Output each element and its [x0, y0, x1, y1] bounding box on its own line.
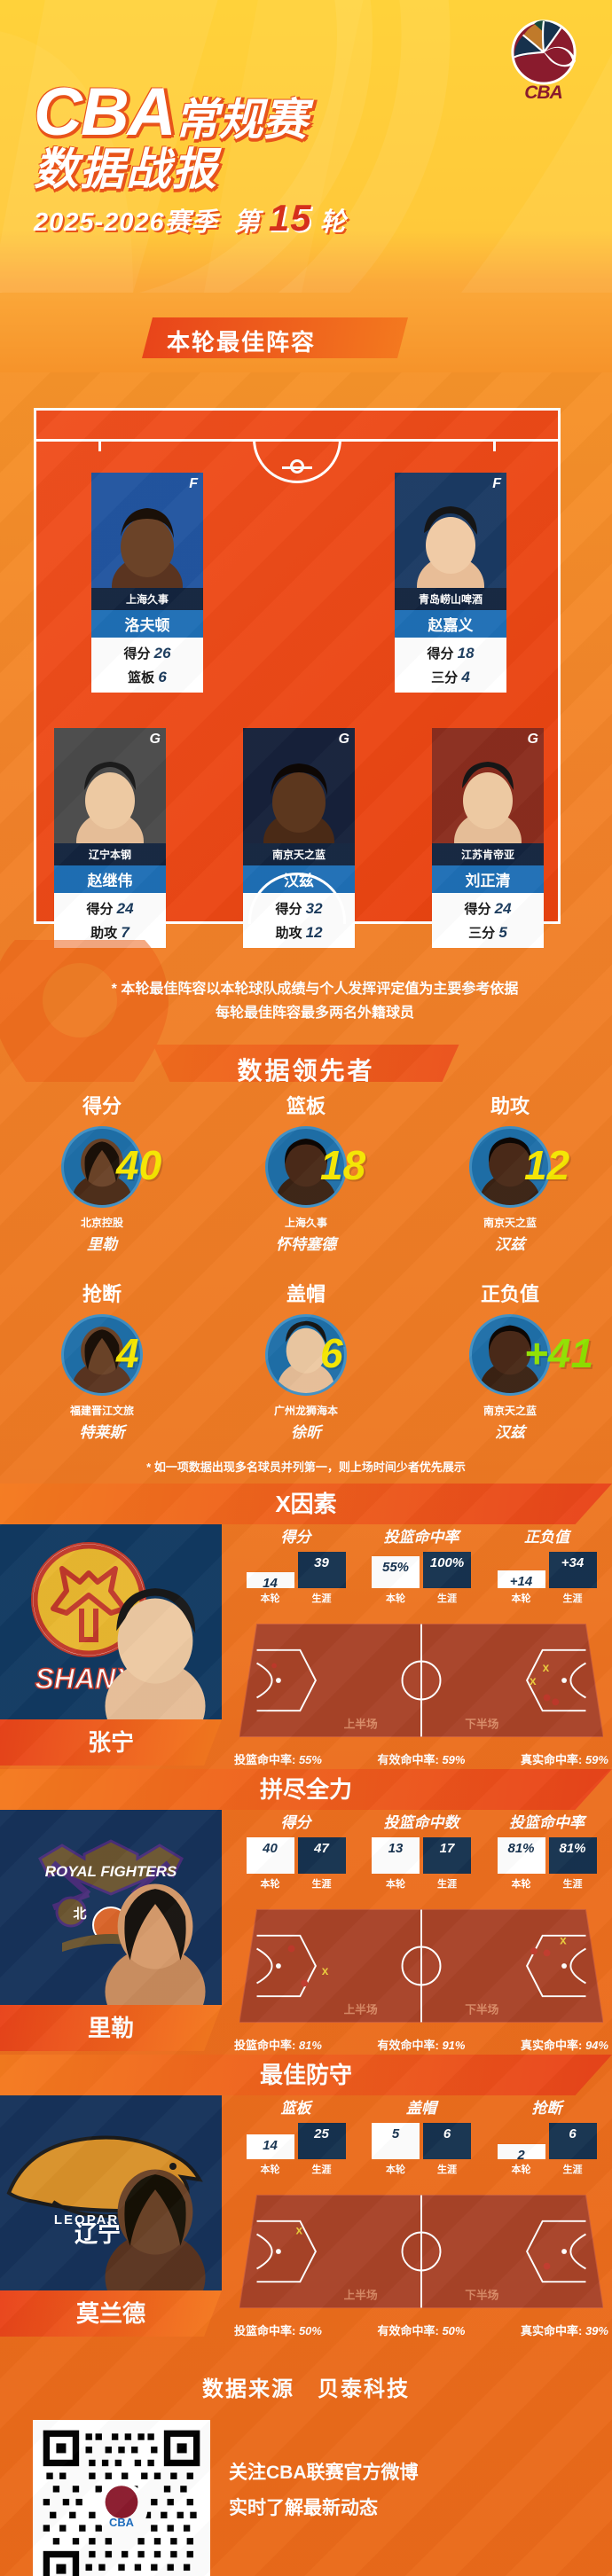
- svg-text:下半场: 下半场: [465, 1718, 498, 1731]
- svg-text:x: x: [560, 1934, 567, 1947]
- svg-text:CBA: CBA: [109, 2516, 134, 2529]
- svg-text:上半场: 上半场: [344, 2289, 378, 2302]
- svg-text:x: x: [530, 1674, 537, 1687]
- svg-text:下半场: 下半场: [465, 2289, 498, 2302]
- svg-text:上半场: 上半场: [344, 2003, 378, 2016]
- svg-text:北: 北: [73, 1907, 86, 1922]
- svg-text:x: x: [543, 1661, 550, 1674]
- svg-text:x: x: [322, 1964, 329, 1977]
- svg-text:下半场: 下半场: [465, 2003, 498, 2016]
- svg-text:上半场: 上半场: [344, 1718, 378, 1731]
- svg-text:x: x: [295, 2223, 302, 2236]
